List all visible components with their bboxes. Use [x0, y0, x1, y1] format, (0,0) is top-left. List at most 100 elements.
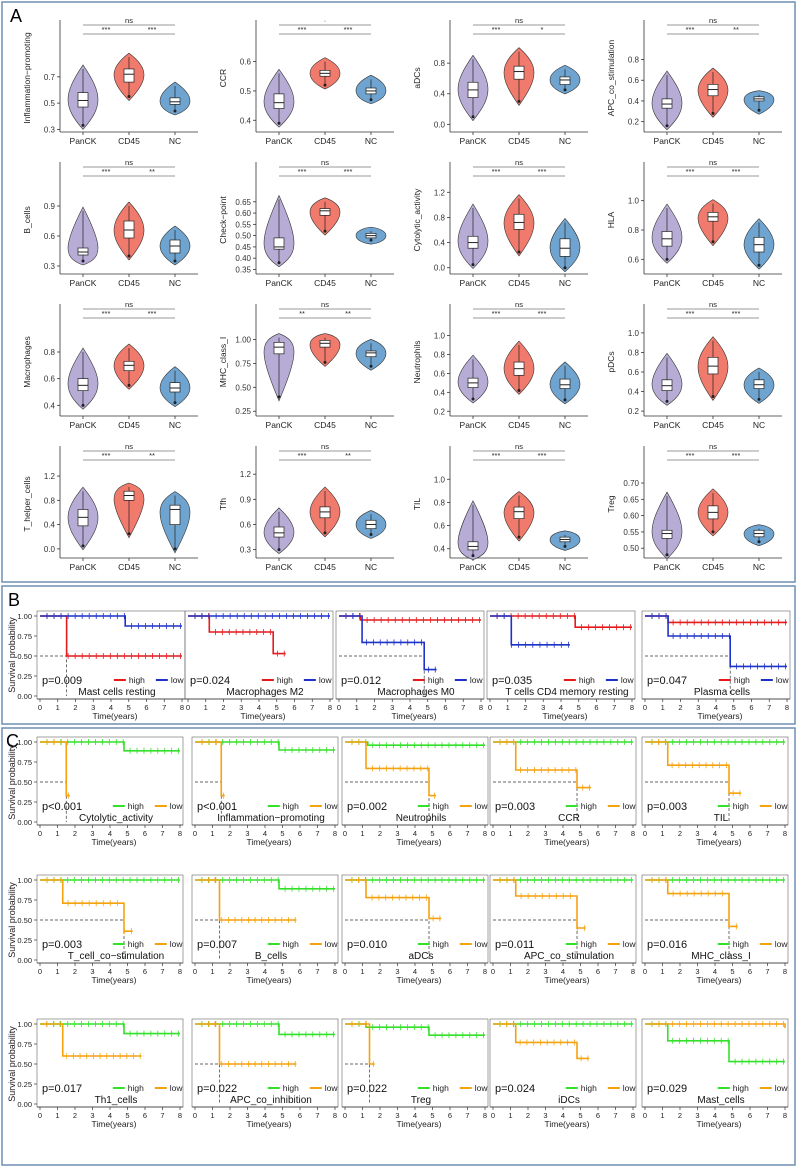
- median-guide: [493, 781, 578, 822]
- median-guide: [345, 781, 430, 822]
- p-value: p=0.035: [492, 675, 532, 687]
- violin-plot: 0.50 0.55 0.60 0.65 0.70 Treg PanCK CD45 NC *** **…: [606, 442, 782, 572]
- x-tick-label: 4: [714, 703, 718, 712]
- y-tick-label: 0.8: [434, 350, 446, 359]
- box: [661, 529, 673, 539]
- y-tick-label: 0.25: [17, 798, 32, 807]
- x-axis-label: Time(years): [396, 1119, 441, 1129]
- x-tick-label: 4: [713, 829, 717, 838]
- y-tick-label: 0.8: [44, 348, 56, 357]
- survival-curve: [645, 1023, 785, 1063]
- violin-plot: 0.4 0.6 0.8 1.0 TIL PanCK CD45 NC *** *** ns: [412, 442, 588, 572]
- survival-plot: 0 1 2 3 4 5 6 7 8 Time(years) p=0.003 high low TIL: [641, 736, 788, 847]
- x-tick-label: 7: [315, 967, 319, 976]
- y-tick-label: 0.4: [434, 388, 446, 397]
- box: [169, 382, 181, 393]
- x-tick-label: CD45: [314, 136, 336, 146]
- y-tick-label: 0.4: [434, 239, 446, 248]
- y-tick-label: 0.8: [628, 348, 640, 357]
- x-tick-label: 8: [783, 967, 787, 976]
- x-tick-label: 1: [508, 967, 512, 976]
- legend-label-low: low: [475, 801, 489, 811]
- x-axis-label: Time(years): [396, 837, 441, 847]
- x-tick-label: 2: [526, 1111, 530, 1120]
- x-tick-label: 1: [506, 703, 510, 712]
- sig-label: ***: [538, 167, 547, 176]
- sig-label: ***: [298, 25, 307, 34]
- x-tick-label: 4: [413, 829, 417, 838]
- x-tick-label: 0: [343, 1111, 347, 1120]
- x-tick-label: 0: [643, 829, 647, 838]
- y-tick-label: 0.9: [44, 202, 56, 211]
- survival-curve: [40, 741, 70, 797]
- y-tick-label: 0.60: [623, 512, 639, 521]
- box: [365, 350, 377, 358]
- box: [661, 98, 673, 109]
- x-tick-label: 1: [210, 1111, 214, 1120]
- x-tick-label: 0: [643, 703, 647, 712]
- sig-label: ·: [324, 16, 327, 25]
- median-guide: [493, 919, 578, 960]
- x-tick-label: 4: [413, 967, 417, 976]
- x-tick-label: 5: [280, 829, 284, 838]
- survival-curve: [645, 1023, 786, 1028]
- legend-label-high: high: [128, 1083, 144, 1093]
- legend-label-high: high: [733, 801, 749, 811]
- median-guide: [345, 1063, 370, 1104]
- box: [123, 360, 135, 372]
- x-tick-label: 1: [661, 703, 665, 712]
- x-tick-label: 3: [245, 829, 249, 838]
- y-tick-label: 0.4: [628, 388, 640, 397]
- plot-title: MHC_class_I: [691, 951, 750, 962]
- x-axis-label: Time(years): [696, 837, 741, 847]
- x-axis-label: Time(years): [91, 1119, 136, 1129]
- plot-title: Th1_cells: [95, 1095, 138, 1106]
- y-tick-label: 0.25: [235, 407, 251, 416]
- x-tick-label: 1: [360, 1111, 364, 1120]
- sig-label: ns: [321, 158, 329, 167]
- sig-label: ns: [125, 442, 133, 451]
- x-tick-label: 6: [298, 829, 302, 838]
- x-tick-label: 8: [630, 703, 634, 712]
- x-tick-label: 5: [125, 829, 129, 838]
- x-tick-label: 6: [144, 703, 148, 712]
- y-tick-label: 0.55: [623, 528, 639, 537]
- x-tick-label: 1: [508, 829, 512, 838]
- x-tick-label: 1: [56, 703, 60, 712]
- sig-label: ***: [344, 167, 353, 176]
- legend-label-low: low: [170, 1083, 184, 1093]
- survival-curve: [195, 741, 335, 751]
- p-value: p=0.024: [495, 1083, 535, 1095]
- x-tick-label: 2: [73, 967, 77, 976]
- sig-label: ns: [321, 442, 329, 451]
- panel-label-a: A: [10, 6, 22, 26]
- outlier-point: [757, 108, 761, 112]
- x-tick-label: 7: [767, 703, 771, 712]
- y-axis-label: T_helper_cells: [22, 476, 32, 531]
- x-tick-label: 1: [508, 1111, 512, 1120]
- legend-label-high: high: [129, 675, 145, 685]
- x-tick-label: 0: [643, 967, 647, 976]
- violin-plot: 0.6 0.8 1.0 HLA PanCK CD45 NC *** *** ns: [606, 158, 782, 288]
- x-tick-label: 4: [108, 1111, 112, 1120]
- outlier-point: [127, 95, 131, 99]
- legend-label-low: low: [171, 675, 185, 685]
- x-tick-label: 5: [732, 703, 736, 712]
- y-tick-label: 0.50: [235, 232, 251, 241]
- x-tick-label: 2: [678, 967, 682, 976]
- y-axis-label: Tfh: [218, 498, 228, 511]
- x-tick-label: 7: [160, 1111, 164, 1120]
- x-tick-label: 1: [55, 967, 59, 976]
- y-tick-label: 0.8: [434, 213, 446, 222]
- x-tick-label: 7: [160, 967, 164, 976]
- x-tick-label: CD45: [314, 420, 336, 430]
- y-tick-label: 0.0: [434, 120, 446, 129]
- x-tick-label: 2: [73, 1111, 77, 1120]
- y-tick-label: 0.65: [623, 495, 639, 504]
- x-axis-label: Time(years): [396, 975, 441, 985]
- p-value: p=0.007: [197, 939, 237, 951]
- x-tick-label: CD45: [508, 278, 530, 288]
- x-tick-label: 8: [328, 703, 332, 712]
- x-tick-label: 1: [55, 1111, 59, 1120]
